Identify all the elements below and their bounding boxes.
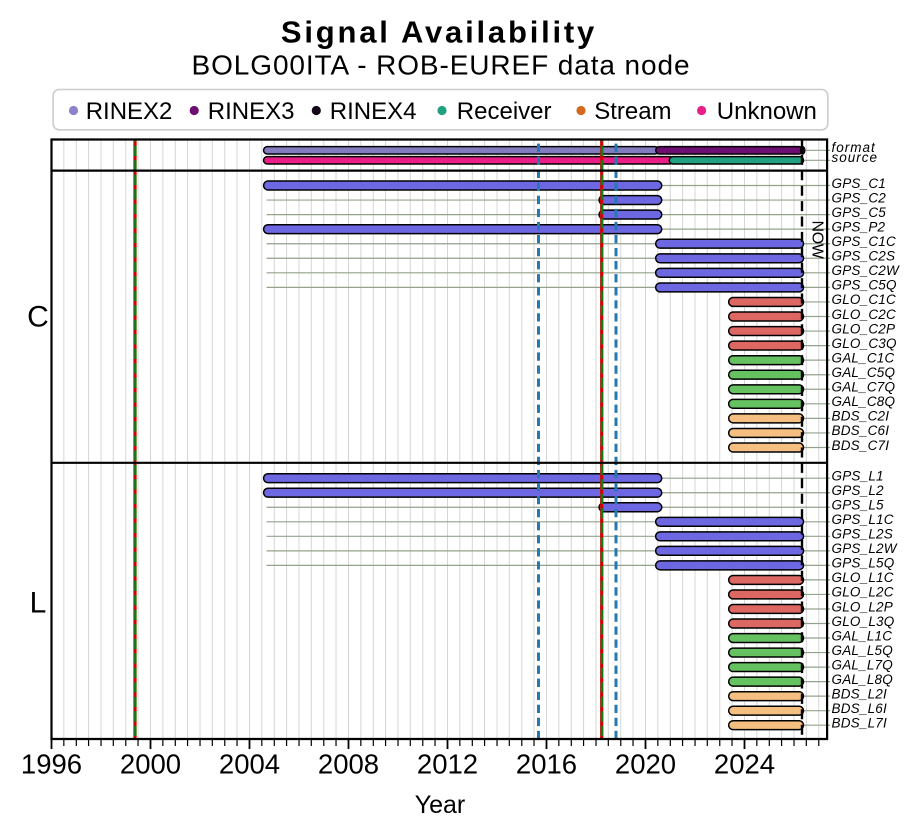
svg-text:Year: Year xyxy=(415,791,466,819)
svg-text:1996: 1996 xyxy=(21,749,82,780)
svg-text:2008: 2008 xyxy=(318,749,379,780)
svg-text:BDS_L2I: BDS_L2I xyxy=(832,686,887,701)
svg-text:BDS_C6I: BDS_C6I xyxy=(832,423,890,438)
svg-text:GPS_C1: GPS_C1 xyxy=(832,176,886,191)
svg-text:GAL_C5Q: GAL_C5Q xyxy=(832,365,896,380)
svg-text:GPS_L1: GPS_L1 xyxy=(832,469,884,484)
svg-text:GPS_C5: GPS_C5 xyxy=(832,205,887,220)
svg-text:format: format xyxy=(832,140,877,155)
svg-text:Receiver: Receiver xyxy=(457,98,552,125)
svg-text:GPS_L2: GPS_L2 xyxy=(832,483,885,498)
svg-text:GAL_C8Q: GAL_C8Q xyxy=(832,394,896,409)
svg-text:BDS_L6I: BDS_L6I xyxy=(832,701,887,716)
svg-text:GPS_C2S: GPS_C2S xyxy=(832,249,896,264)
svg-text:L: L xyxy=(30,587,47,620)
svg-text:2004: 2004 xyxy=(219,749,280,780)
svg-text:GLO_L2P: GLO_L2P xyxy=(832,599,893,614)
svg-text:C: C xyxy=(27,301,49,334)
svg-text:BOLG00ITA - ROB-EUREF data nod: BOLG00ITA - ROB-EUREF data node xyxy=(192,50,691,81)
svg-text:2024: 2024 xyxy=(714,749,775,780)
svg-text:GPS_P2: GPS_P2 xyxy=(832,220,886,235)
svg-text:GLO_L3Q: GLO_L3Q xyxy=(832,614,895,629)
svg-text:2000: 2000 xyxy=(120,749,181,780)
svg-text:GPS_C2: GPS_C2 xyxy=(832,190,887,205)
svg-text:GPS_L5Q: GPS_L5Q xyxy=(832,556,895,571)
svg-text:RINEX3: RINEX3 xyxy=(208,98,295,125)
svg-text:RINEX2: RINEX2 xyxy=(86,98,173,125)
svg-text:GPS_L1C: GPS_L1C xyxy=(832,512,894,527)
svg-text:NOW: NOW xyxy=(809,221,826,260)
svg-text:GAL_L8Q: GAL_L8Q xyxy=(832,672,894,687)
svg-text:2012: 2012 xyxy=(417,749,478,780)
svg-text:2020: 2020 xyxy=(615,749,676,780)
svg-text:source: source xyxy=(832,150,879,165)
svg-text:GLO_C2P: GLO_C2P xyxy=(832,321,896,336)
svg-text:GLO_C1C: GLO_C1C xyxy=(832,292,896,307)
svg-text:Signal Availability: Signal Availability xyxy=(281,15,597,50)
svg-text:GPS_L2W: GPS_L2W xyxy=(832,541,898,556)
svg-text:GPS_C2W: GPS_C2W xyxy=(832,263,900,278)
svg-text:BDS_L7I: BDS_L7I xyxy=(832,716,887,731)
svg-text:Unknown: Unknown xyxy=(717,98,817,125)
svg-text:GPS_L5: GPS_L5 xyxy=(832,498,885,513)
svg-text:GAL_L5Q: GAL_L5Q xyxy=(832,643,894,658)
svg-text:GLO_L2C: GLO_L2C xyxy=(832,585,894,600)
svg-text:GPS_C1C: GPS_C1C xyxy=(832,234,896,249)
svg-text:RINEX4: RINEX4 xyxy=(330,98,417,125)
svg-text:BDS_C2I: BDS_C2I xyxy=(832,409,890,424)
svg-text:GAL_L1C: GAL_L1C xyxy=(832,628,893,643)
svg-text:GLO_C3Q: GLO_C3Q xyxy=(832,336,897,351)
svg-text:GPS_C5Q: GPS_C5Q xyxy=(832,278,897,293)
svg-text:2016: 2016 xyxy=(516,749,577,780)
svg-text:BDS_C7I: BDS_C7I xyxy=(832,438,890,453)
svg-text:GPS_L2S: GPS_L2S xyxy=(832,527,893,542)
svg-text:GLO_L1C: GLO_L1C xyxy=(832,570,894,585)
svg-text:GLO_C2C: GLO_C2C xyxy=(832,307,896,322)
svg-text:Stream: Stream xyxy=(594,98,671,125)
svg-text:GAL_C1C: GAL_C1C xyxy=(832,351,895,366)
svg-text:GAL_C7Q: GAL_C7Q xyxy=(832,380,896,395)
svg-text:GAL_L7Q: GAL_L7Q xyxy=(832,657,894,672)
